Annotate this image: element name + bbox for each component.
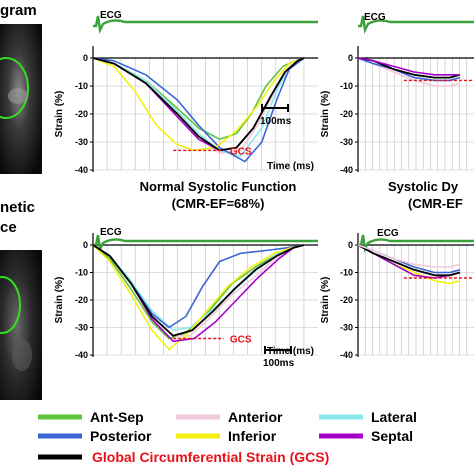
y-tick-label: -20	[340, 109, 353, 119]
caption-normal: Normal Systolic Function	[140, 179, 297, 194]
strain-panel-top-right: 0 -10 -20 -30 -40 Strain (%) ECG	[320, 12, 474, 175]
strain-series-line	[92, 244, 305, 337]
y-tick-label: -30	[75, 323, 88, 333]
y-tick-label: -20	[75, 295, 88, 305]
y-axis-label: Strain (%)	[54, 91, 65, 138]
y-tick-label: -40	[340, 165, 353, 175]
gcs-label: GCS	[230, 335, 252, 346]
y-tick-label: -10	[340, 268, 353, 278]
y-tick-label: -20	[75, 109, 88, 119]
y-axis-label: Strain (%)	[320, 91, 331, 138]
strain-series-line	[92, 57, 305, 152]
legend-label: Septal	[371, 428, 413, 444]
strain-series-line	[92, 57, 305, 152]
strain-series-line	[92, 57, 305, 163]
caption-dysfunction-ef: (CMR-EF	[408, 196, 463, 211]
y-tick-label: -40	[75, 350, 88, 360]
legend-label: Posterior	[90, 428, 152, 444]
echocardiogram-image	[0, 24, 42, 174]
cmr-image	[0, 250, 42, 400]
scale-bar-label: 100ms	[263, 358, 295, 369]
y-tick-label: 0	[348, 240, 353, 250]
strain-panel-bottom-right: 0 -10 -20 -30 -40 Strain (%) ECG	[320, 228, 474, 360]
ecg-label: ECG	[377, 228, 399, 239]
gcs-label: GCS	[230, 146, 252, 157]
legend: Ant-Sep Anterior Lateral Posterior Inferior S…	[38, 409, 417, 465]
ecg-label: ECG	[100, 227, 122, 238]
y-axis-label: Strain (%)	[54, 277, 65, 324]
y-axis-label: Strain (%)	[320, 277, 331, 324]
scale-bar-label: 100ms	[260, 116, 292, 127]
strain-series-line	[357, 57, 460, 76]
y-tick-label: -40	[340, 350, 353, 360]
ecg-trace	[358, 15, 474, 34]
y-tick-label: -30	[340, 137, 353, 147]
y-tick-label: -10	[340, 81, 353, 91]
legend-label: Ant-Sep	[90, 409, 144, 425]
x-axis-label: Time (ms)	[267, 161, 314, 172]
ecg-trace	[93, 15, 318, 34]
y-tick-label: 0	[348, 53, 353, 63]
side-label-bottom-1: netic	[0, 199, 35, 216]
legend-label: Inferior	[228, 428, 277, 444]
side-label-top: gram	[0, 2, 37, 19]
ecg-label: ECG	[100, 10, 122, 21]
strain-series-line	[357, 244, 461, 277]
ecg-label: ECG	[364, 12, 386, 23]
legend-label: Anterior	[228, 409, 283, 425]
y-tick-label: -10	[75, 268, 88, 278]
strain-series-line	[357, 244, 461, 268]
strain-panel-top-left: 0 -10 -20 -30 -40 Strain (%) ECG GCS 100ms Time (…	[54, 10, 318, 175]
y-tick-label: -30	[75, 137, 88, 147]
strain-series-line	[92, 244, 305, 351]
y-tick-label: -30	[340, 323, 353, 333]
y-tick-label: 0	[83, 53, 88, 63]
legend-label: Lateral	[371, 409, 417, 425]
y-tick-label: -10	[75, 81, 88, 91]
caption-dysfunction: Systolic Dy	[388, 179, 459, 194]
x-axis-label: Time (ms)	[267, 346, 314, 357]
ecg-trace	[93, 234, 318, 253]
y-tick-label: -40	[75, 165, 88, 175]
side-label-bottom-2: ce	[0, 219, 17, 236]
y-tick-label: -20	[340, 295, 353, 305]
caption-normal-ef: (CMR-EF=68%)	[172, 196, 265, 211]
ecg-trace	[358, 234, 474, 253]
y-tick-label: 0	[83, 240, 88, 250]
legend-label-gcs: Global Circumferential Strain (GCS)	[92, 449, 329, 465]
